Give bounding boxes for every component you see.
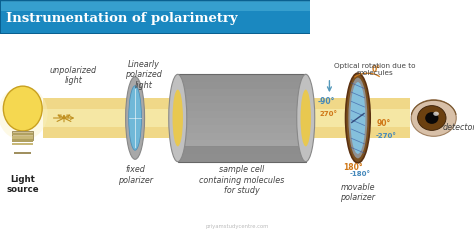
Text: Linearly
polarized
light: Linearly polarized light xyxy=(125,60,162,90)
Text: -270°: -270° xyxy=(376,133,397,139)
Ellipse shape xyxy=(169,74,187,162)
Bar xyxy=(178,154,306,162)
Bar xyxy=(178,118,306,125)
Text: Instrumentation of polarimetry: Instrumentation of polarimetry xyxy=(6,12,237,25)
Ellipse shape xyxy=(297,74,315,162)
Bar xyxy=(178,74,306,162)
Bar xyxy=(178,111,306,118)
Ellipse shape xyxy=(411,100,456,136)
FancyBboxPatch shape xyxy=(1,1,310,11)
Text: 0°: 0° xyxy=(371,64,380,73)
Bar xyxy=(178,147,306,154)
Text: movable
polarizer: movable polarizer xyxy=(340,183,375,202)
Bar xyxy=(178,103,306,111)
Ellipse shape xyxy=(350,82,365,154)
Ellipse shape xyxy=(425,112,438,124)
Text: detector: detector xyxy=(443,123,474,132)
Ellipse shape xyxy=(3,86,42,131)
Bar xyxy=(178,89,306,96)
Bar xyxy=(178,146,306,162)
Bar xyxy=(178,125,306,133)
Ellipse shape xyxy=(301,90,311,146)
Bar xyxy=(14,152,31,154)
Text: priyamstudycentre.com: priyamstudycentre.com xyxy=(205,224,269,229)
Ellipse shape xyxy=(173,90,183,146)
Ellipse shape xyxy=(128,86,141,150)
Ellipse shape xyxy=(346,73,370,163)
Bar xyxy=(178,82,306,89)
Text: -90°: -90° xyxy=(318,97,335,106)
Bar xyxy=(12,139,33,142)
Text: Optical rotation due to
molecules: Optical rotation due to molecules xyxy=(334,63,415,76)
Ellipse shape xyxy=(348,78,367,158)
Bar xyxy=(178,140,306,147)
Ellipse shape xyxy=(126,77,145,159)
Bar xyxy=(12,131,33,140)
Ellipse shape xyxy=(418,106,446,130)
Text: 180°: 180° xyxy=(343,163,363,172)
Bar xyxy=(12,133,33,135)
Bar xyxy=(43,109,410,127)
Bar xyxy=(178,74,306,82)
Text: fixed
polarizer: fixed polarizer xyxy=(118,165,153,185)
Text: 90°: 90° xyxy=(377,119,391,128)
Bar xyxy=(43,98,410,138)
Ellipse shape xyxy=(0,86,47,140)
Bar xyxy=(12,136,33,139)
FancyBboxPatch shape xyxy=(1,2,310,33)
Bar xyxy=(12,143,33,145)
Bar xyxy=(178,133,306,140)
Text: Light
source: Light source xyxy=(7,175,39,194)
Text: unpolarized
light: unpolarized light xyxy=(50,66,97,85)
Text: -180°: -180° xyxy=(350,171,371,177)
FancyBboxPatch shape xyxy=(0,0,310,34)
Text: 270°: 270° xyxy=(320,111,338,118)
Ellipse shape xyxy=(433,112,439,116)
Bar xyxy=(178,96,306,103)
Text: sample cell
containing molecules
for study: sample cell containing molecules for stu… xyxy=(199,165,284,195)
